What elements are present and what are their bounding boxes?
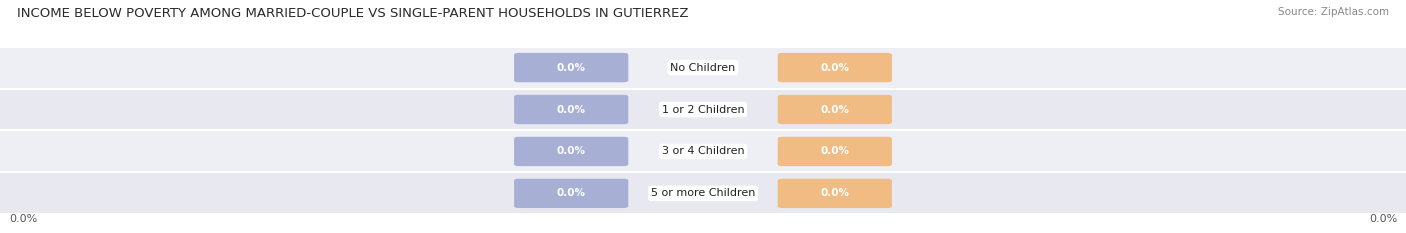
FancyBboxPatch shape: [778, 53, 891, 82]
Text: 0.0%: 0.0%: [820, 188, 849, 198]
FancyBboxPatch shape: [515, 179, 628, 208]
FancyBboxPatch shape: [778, 179, 891, 208]
Text: 3 or 4 Children: 3 or 4 Children: [662, 147, 744, 156]
Bar: [0, 89, 1406, 130]
Text: 0.0%: 0.0%: [820, 147, 849, 156]
Text: 0.0%: 0.0%: [820, 63, 849, 72]
FancyBboxPatch shape: [515, 137, 628, 166]
Bar: [0, 47, 1406, 89]
Text: 0.0%: 0.0%: [820, 105, 849, 114]
Text: 0.0%: 0.0%: [8, 214, 37, 224]
FancyBboxPatch shape: [778, 95, 891, 124]
Text: No Children: No Children: [671, 63, 735, 72]
Text: 5 or more Children: 5 or more Children: [651, 188, 755, 198]
FancyBboxPatch shape: [515, 53, 628, 82]
Text: 0.0%: 0.0%: [557, 105, 586, 114]
Bar: [0, 130, 1406, 172]
Bar: [0, 172, 1406, 214]
Text: 0.0%: 0.0%: [557, 63, 586, 72]
Text: 0.0%: 0.0%: [557, 188, 586, 198]
Text: 0.0%: 0.0%: [557, 147, 586, 156]
Text: 0.0%: 0.0%: [1369, 214, 1398, 224]
Text: INCOME BELOW POVERTY AMONG MARRIED-COUPLE VS SINGLE-PARENT HOUSEHOLDS IN GUTIERR: INCOME BELOW POVERTY AMONG MARRIED-COUPL…: [17, 7, 689, 20]
Text: 1 or 2 Children: 1 or 2 Children: [662, 105, 744, 114]
Text: Source: ZipAtlas.com: Source: ZipAtlas.com: [1278, 7, 1389, 17]
FancyBboxPatch shape: [515, 95, 628, 124]
FancyBboxPatch shape: [778, 137, 891, 166]
